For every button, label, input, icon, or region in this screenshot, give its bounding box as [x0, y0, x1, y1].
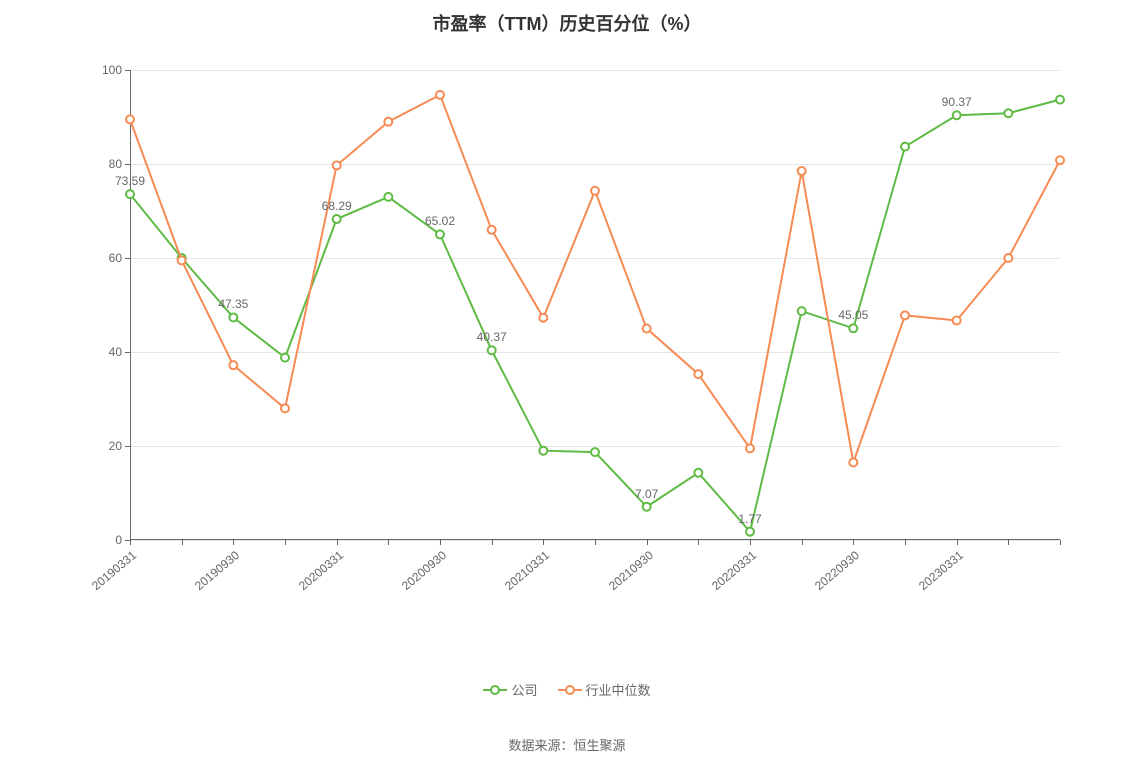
- series-marker: [333, 161, 341, 169]
- x-axis-tick: [802, 540, 803, 545]
- series-marker: [1056, 96, 1064, 104]
- x-axis-tick-label: 20210331: [502, 548, 552, 593]
- series-line: [130, 100, 1060, 532]
- series-marker: [384, 193, 392, 201]
- series-marker: [539, 314, 547, 322]
- series-marker: [694, 469, 702, 477]
- x-axis-tick: [233, 540, 234, 545]
- series-marker: [746, 528, 754, 536]
- x-axis-tick: [492, 540, 493, 545]
- series-marker: [901, 143, 909, 151]
- data-point-label: 73.59: [115, 174, 145, 188]
- series-marker: [126, 115, 134, 123]
- data-point-label: 45.05: [838, 308, 868, 322]
- x-axis-tick: [750, 540, 751, 545]
- x-axis-tick-label: 20230331: [916, 548, 966, 593]
- legend-item[interactable]: 公司: [483, 680, 537, 699]
- series-marker: [953, 317, 961, 325]
- series-marker: [798, 167, 806, 175]
- series-marker: [1004, 109, 1012, 117]
- legend-item[interactable]: 行业中位数: [558, 680, 651, 699]
- series-marker: [229, 313, 237, 321]
- x-axis-tick: [905, 540, 906, 545]
- data-point-label: 90.37: [942, 95, 972, 109]
- series-marker: [229, 361, 237, 369]
- data-point-label: 7.07: [635, 487, 658, 501]
- series-line: [130, 95, 1060, 463]
- series-marker: [591, 448, 599, 456]
- series-marker: [281, 404, 289, 412]
- x-axis-tick: [595, 540, 596, 545]
- x-axis-tick: [1008, 540, 1009, 545]
- data-point-label: 65.02: [425, 214, 455, 228]
- x-axis-tick-label: 20200930: [399, 548, 449, 593]
- series-marker: [333, 215, 341, 223]
- series-marker: [849, 324, 857, 332]
- x-axis-tick: [853, 540, 854, 545]
- series-marker: [643, 325, 651, 333]
- x-axis-tick: [285, 540, 286, 545]
- series-marker: [694, 370, 702, 378]
- x-axis-tick-label: 20210930: [606, 548, 656, 593]
- data-source: 数据来源：恒生聚源: [0, 735, 1134, 754]
- x-axis-tick: [182, 540, 183, 545]
- x-axis-tick: [543, 540, 544, 545]
- series-marker: [178, 256, 186, 264]
- series-marker: [384, 118, 392, 126]
- chart-container: 市盈率（TTM）历史百分位（%） 02040608010020190331201…: [0, 0, 1134, 766]
- x-axis-tick-label: 20220930: [812, 548, 862, 593]
- legend-marker-icon: [483, 683, 507, 697]
- x-axis-tick: [957, 540, 958, 545]
- series-marker: [1004, 254, 1012, 262]
- chart-lines: [130, 70, 1060, 540]
- x-axis-tick: [337, 540, 338, 545]
- y-axis-tick-label: 100: [102, 63, 122, 77]
- series-marker: [746, 444, 754, 452]
- x-axis-tick: [647, 540, 648, 545]
- data-point-label: 1.77: [738, 512, 761, 526]
- y-axis-tick-label: 80: [109, 157, 122, 171]
- data-point-label: 68.29: [322, 199, 352, 213]
- series-marker: [643, 503, 651, 511]
- data-point-label: 40.37: [477, 330, 507, 344]
- series-marker: [901, 311, 909, 319]
- x-axis-tick-label: 20200331: [296, 548, 346, 593]
- x-axis-tick-label: 20190331: [89, 548, 139, 593]
- series-marker: [798, 307, 806, 315]
- x-axis-tick: [388, 540, 389, 545]
- series-marker: [591, 187, 599, 195]
- x-axis-tick-label: 20190930: [192, 548, 242, 593]
- legend-marker-icon: [558, 683, 582, 697]
- y-axis-tick-label: 60: [109, 251, 122, 265]
- series-marker: [488, 346, 496, 354]
- x-axis-tick: [1060, 540, 1061, 545]
- y-axis-tick-label: 20: [109, 439, 122, 453]
- data-point-label: 47.35: [218, 297, 248, 311]
- series-marker: [281, 354, 289, 362]
- series-marker: [849, 458, 857, 466]
- legend-label: 行业中位数: [586, 680, 651, 699]
- y-axis-tick-label: 40: [109, 345, 122, 359]
- x-axis-tick: [130, 540, 131, 545]
- x-axis-tick: [698, 540, 699, 545]
- series-marker: [126, 190, 134, 198]
- series-marker: [488, 226, 496, 234]
- y-axis-tick-label: 0: [115, 533, 122, 547]
- legend-label: 公司: [511, 680, 537, 699]
- legend: 公司 行业中位数: [0, 680, 1134, 702]
- x-axis-tick: [440, 540, 441, 545]
- chart-title: 市盈率（TTM）历史百分位（%）: [0, 10, 1134, 36]
- series-marker: [539, 447, 547, 455]
- series-marker: [436, 230, 444, 238]
- plot-area: 0204060801002019033120190930202003312020…: [130, 70, 1060, 540]
- x-axis-tick-label: 20220331: [709, 548, 759, 593]
- series-marker: [436, 91, 444, 99]
- series-marker: [953, 111, 961, 119]
- series-marker: [1056, 156, 1064, 164]
